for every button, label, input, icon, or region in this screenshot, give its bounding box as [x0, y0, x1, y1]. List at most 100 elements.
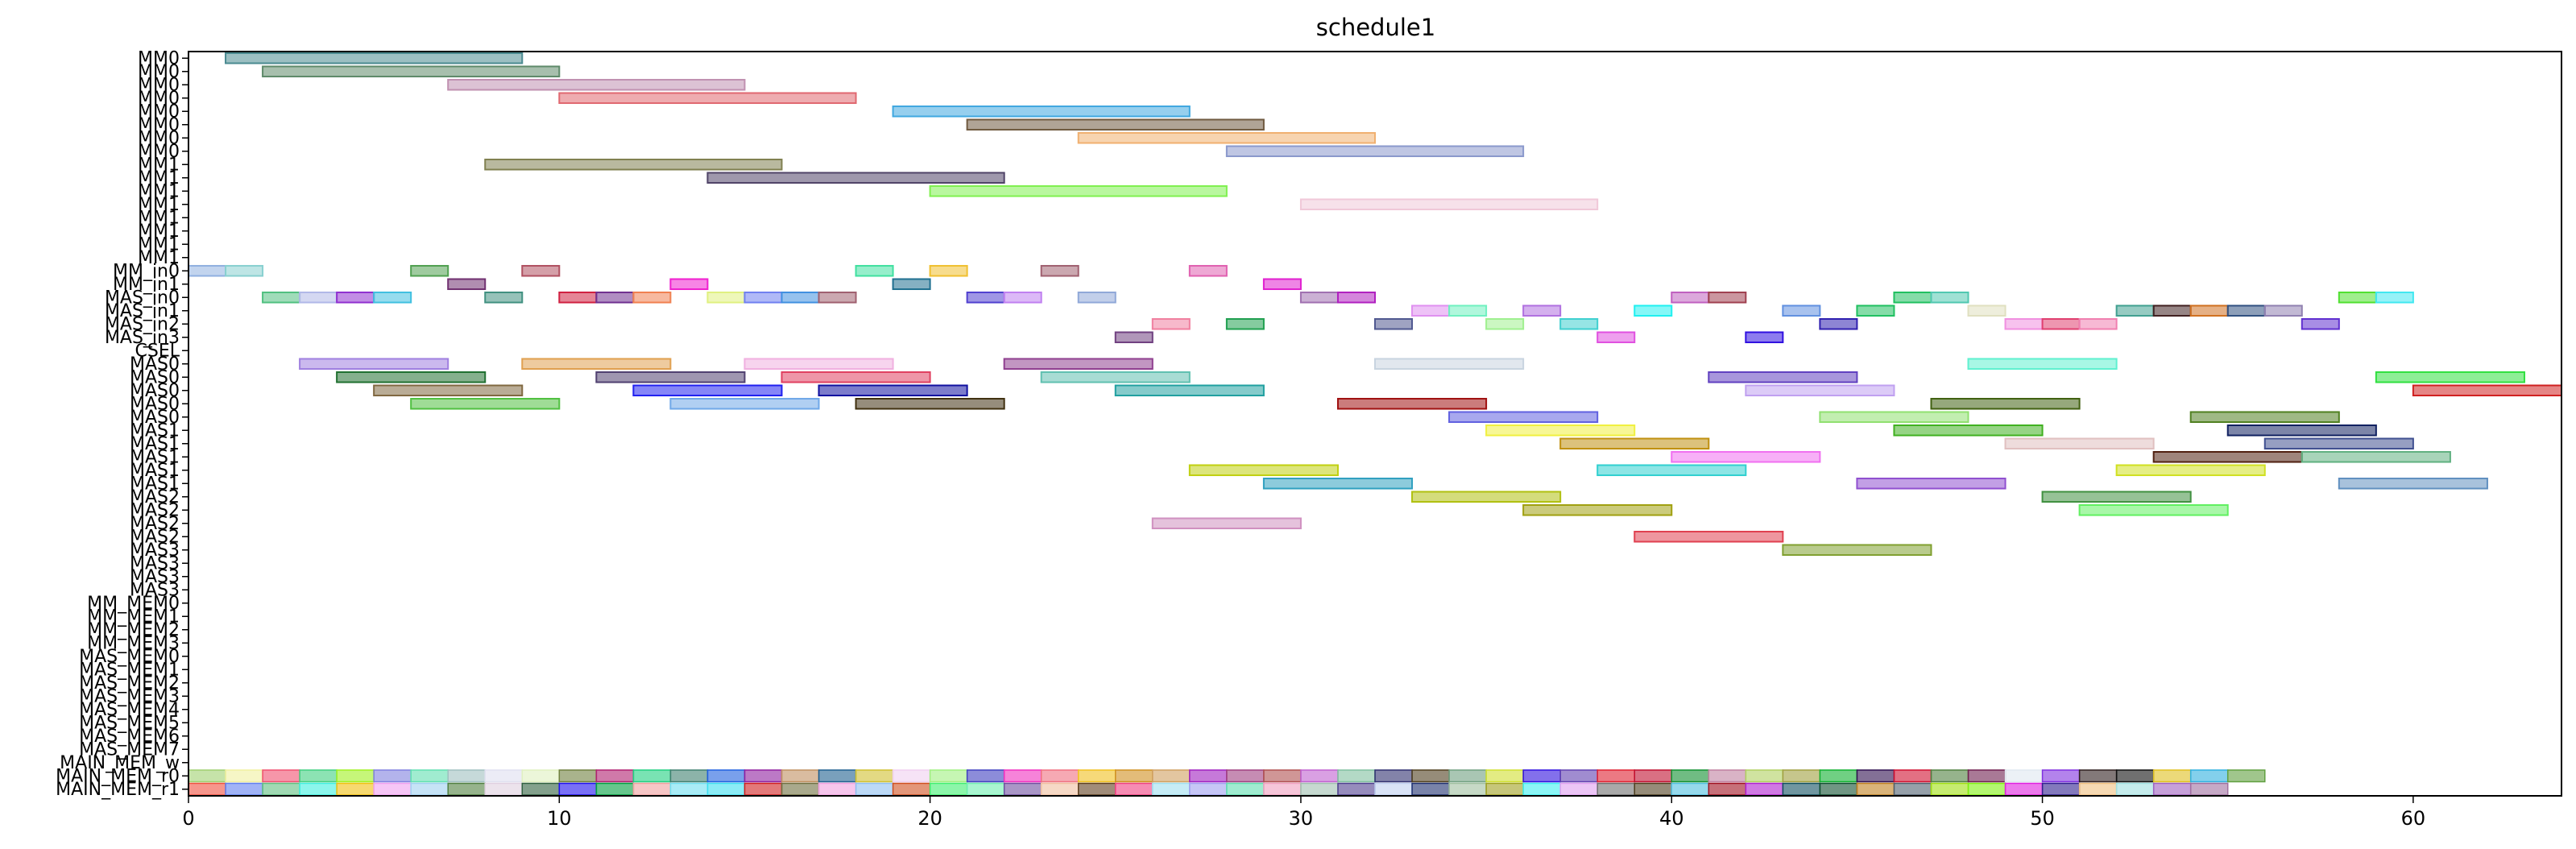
gantt-bar [1708, 291, 1747, 304]
memory-block [2189, 782, 2229, 796]
y-tick-label: MAS3 [130, 580, 180, 600]
gantt-bar [1967, 358, 2118, 371]
memory-block [1374, 769, 1413, 783]
y-tick-label: MAIN_MEM_r1 [56, 780, 180, 800]
gantt-bar [2338, 477, 2488, 490]
y-tick-label: MM0 [138, 75, 180, 95]
y-tick-label: MAS_MEM2 [79, 673, 180, 694]
gantt-bar [1819, 317, 1858, 330]
gantt-bar [2412, 384, 2562, 397]
gantt-bar [1782, 304, 1821, 317]
memory-block [188, 782, 226, 796]
gantt-bar [373, 384, 524, 397]
y-tick-label: MAS_in1 [105, 301, 180, 321]
memory-block [1930, 769, 1969, 783]
gantt-bar [1411, 304, 1451, 317]
gantt-bar [1225, 145, 1525, 158]
y-tick-label: MM_MEM3 [87, 633, 180, 653]
gantt-bar [410, 264, 449, 277]
gantt-bar [966, 118, 1265, 131]
gantt-bar [781, 291, 820, 304]
gantt-bar [743, 291, 783, 304]
y-tick-label: MM_in1 [113, 275, 180, 295]
gantt-bar [1077, 291, 1116, 304]
gantt-bar [1930, 397, 2081, 410]
y-tick-label: MAS_MEM4 [79, 700, 180, 720]
memory-block [1671, 769, 1710, 783]
memory-block [1152, 769, 1191, 783]
y-tick-label: MM0 [138, 142, 180, 162]
memory-block [1115, 769, 1153, 783]
gantt-bar [855, 397, 1005, 410]
gantt-bar [1745, 331, 1784, 344]
memory-block [781, 782, 820, 796]
memory-block [929, 769, 968, 783]
memory-block [1226, 782, 1265, 796]
gantt-bar [2115, 304, 2155, 317]
memory-block [1671, 782, 1710, 796]
gantt-bar [1634, 304, 1673, 317]
y-tick-label: MAS2 [130, 487, 180, 507]
gantt-bar [2004, 437, 2155, 450]
gantt-bar [1040, 371, 1191, 383]
y-tick-label: MAS_in3 [105, 328, 180, 348]
memory-block [1448, 769, 1487, 783]
memory-block [484, 782, 524, 796]
gantt-bar [2375, 291, 2414, 304]
y-tick-label: MAS1 [130, 420, 180, 441]
gantt-bar [1299, 291, 1339, 304]
gantt-bar [1336, 397, 1488, 410]
memory-block [892, 782, 931, 796]
x-tick-label: 50 [2030, 807, 2055, 830]
gantt-bar [1448, 411, 1599, 424]
memory-block [2152, 769, 2192, 783]
gantt-bar [225, 264, 264, 277]
gantt-bar [1634, 530, 1784, 543]
memory-block [1152, 782, 1191, 796]
gantt-bar [1856, 477, 2007, 490]
memory-block [966, 769, 1005, 783]
gantt-bar [2004, 317, 2044, 330]
y-tick-label: MM0 [138, 48, 180, 68]
gantt-bar [1151, 517, 1302, 530]
memory-block [1819, 782, 1858, 796]
memory-block [299, 769, 338, 783]
memory-block [1893, 782, 1932, 796]
gantt-bar [2152, 450, 2303, 463]
memory-block [1226, 769, 1265, 783]
y-tick-label: MAIN_MEM_r0 [56, 766, 180, 786]
gantt-bar [2263, 437, 2414, 450]
gantt-bar [1114, 331, 1153, 344]
memory-block [743, 769, 783, 783]
gantt-bar [1967, 304, 2007, 317]
y-tick-label: MAS2 [130, 500, 180, 520]
gantt-bar [336, 291, 375, 304]
memory-block [1967, 782, 2007, 796]
memory-block [410, 769, 449, 783]
memory-block [2115, 782, 2155, 796]
memory-block [1745, 782, 1784, 796]
gantt-bar [2338, 291, 2377, 304]
y-tick-label: MAS3 [130, 540, 180, 561]
memory-block [1040, 769, 1079, 783]
memory-block [966, 782, 1005, 796]
y-tick-label: MM1 [138, 155, 180, 175]
y-tick-label: MAS1 [130, 434, 180, 454]
gantt-bar [1671, 291, 1710, 304]
memory-block [2226, 769, 2266, 783]
memory-block [632, 769, 672, 783]
gantt-bar [1003, 358, 1153, 371]
memory-block [2041, 782, 2081, 796]
gantt-bar [2189, 304, 2229, 317]
gantt-bar [706, 172, 1005, 184]
gantt-bar [1077, 131, 1376, 144]
gantt-bar [966, 291, 1005, 304]
gantt-bar [484, 291, 524, 304]
gantt-bar [669, 397, 820, 410]
memory-block [225, 782, 263, 796]
gantt-bar [336, 371, 487, 383]
gantt-bar [781, 371, 931, 383]
gantt-bar [2226, 424, 2377, 437]
gantt-bar [447, 78, 746, 91]
